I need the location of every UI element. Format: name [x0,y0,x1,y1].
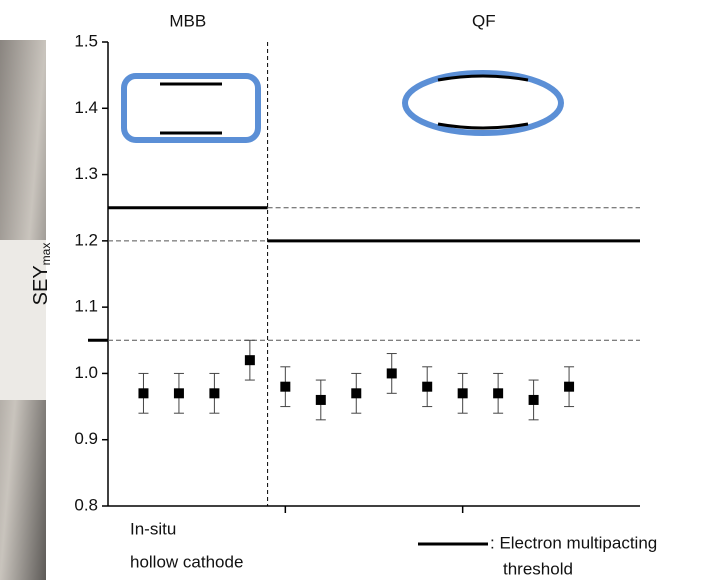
point [280,381,291,392]
y-tick-label: 1.3 [74,164,98,183]
y-label-main: SEY [30,265,52,305]
qf-icon [437,122,529,130]
region-label: QF [472,11,496,30]
annotation: In-situ [130,519,176,538]
point [209,388,220,399]
point [173,388,184,399]
y-label: SEYmax [30,243,53,306]
region-label: MBB [169,11,206,30]
y-axis-label: SEYmax [30,243,53,306]
y-tick-label: 1.2 [74,230,98,249]
legend-label: threshold [503,559,573,578]
y-tick-label: 1.0 [74,363,98,382]
point [138,388,149,399]
qf-icon [437,74,529,82]
qf-icon [402,70,564,136]
legend-label: : Electron multipacting [490,533,657,552]
point [528,394,539,405]
point [457,388,468,399]
y-tick-label: 1.5 [74,31,98,50]
y-tick-label: 1.1 [74,297,98,316]
y-tick-label: 0.9 [74,429,98,448]
point [351,388,362,399]
point [422,381,433,392]
point [386,368,397,379]
y-tick-label: 1.4 [74,98,98,117]
y-tick-label: 0.8 [74,495,98,514]
point [315,394,326,405]
mbb-icon [121,73,261,143]
annotation: hollow cathode [130,552,243,571]
point [493,388,504,399]
photo-strip [0,240,46,400]
point [564,381,575,392]
point [244,355,255,366]
y-label-sub: max [39,243,53,266]
